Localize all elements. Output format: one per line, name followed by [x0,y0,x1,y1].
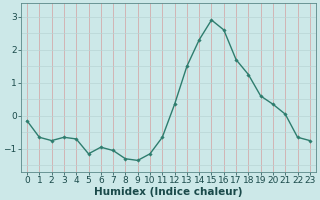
X-axis label: Humidex (Indice chaleur): Humidex (Indice chaleur) [94,187,243,197]
